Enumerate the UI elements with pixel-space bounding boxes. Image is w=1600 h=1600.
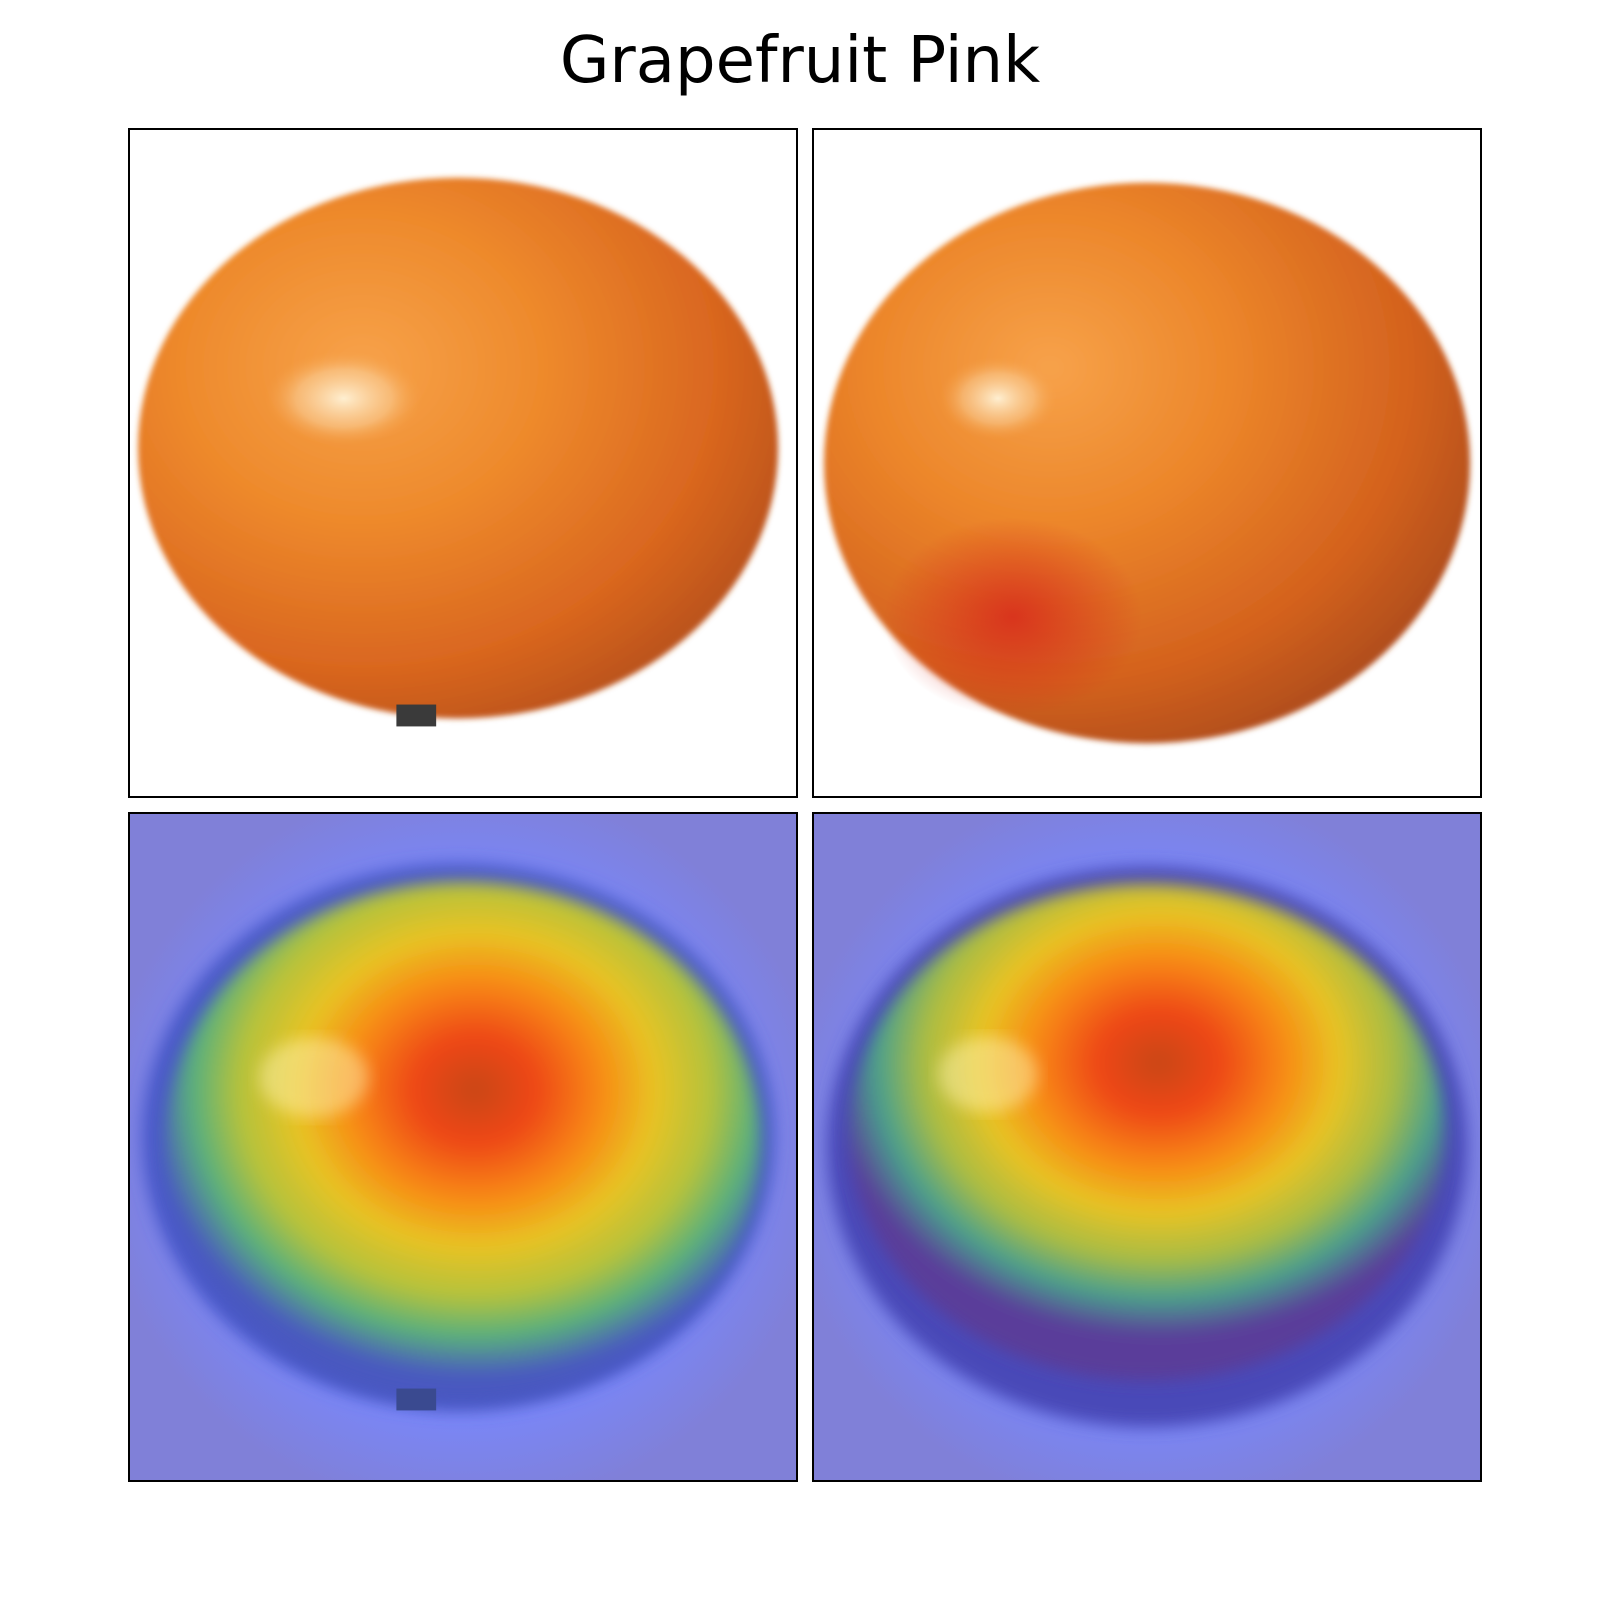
orange-body <box>137 177 779 719</box>
highlight <box>938 1036 1038 1113</box>
highlight <box>264 350 424 447</box>
original-image-panel-2 <box>812 128 1482 798</box>
orange-photo-2 <box>814 130 1480 796</box>
saliency-region <box>164 881 762 1403</box>
stem <box>396 1388 437 1411</box>
heatmap-panel-2 <box>812 812 1482 1482</box>
heatmap-panel-1 <box>128 812 798 1482</box>
saliency-region <box>848 883 1446 1381</box>
highlight <box>259 1037 369 1118</box>
red-patch <box>883 517 1143 717</box>
stem <box>396 704 437 727</box>
highlight <box>938 356 1058 441</box>
original-image-panel-1 <box>128 128 798 798</box>
figure-title: Grapefruit Pink <box>559 24 1041 98</box>
heatmap-overlay-2 <box>814 814 1480 1480</box>
heatmap-overlay-1 <box>130 814 796 1480</box>
orange-photo-1 <box>130 130 796 796</box>
